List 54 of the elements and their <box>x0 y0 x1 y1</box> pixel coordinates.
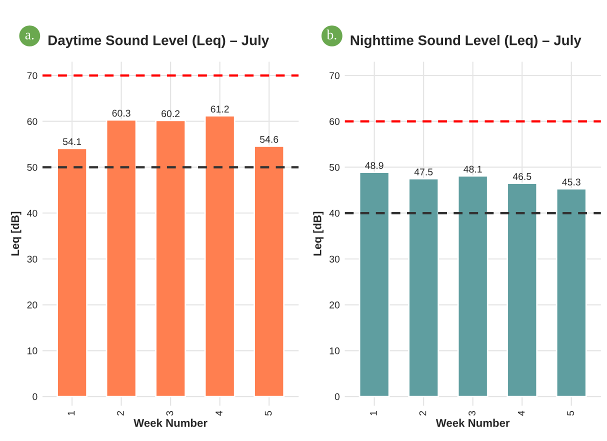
x-tick-label: 1 <box>68 411 75 416</box>
y-axis-title: Leq [dB] <box>10 212 22 256</box>
data-label: 45.3 <box>562 178 580 186</box>
y-tick-label: 10 <box>28 347 38 354</box>
x-tick-label: 2 <box>419 411 426 416</box>
y-tick-label: 60 <box>330 118 340 125</box>
x-tick-label: 3 <box>166 411 174 416</box>
data-label: 60.2 <box>162 110 180 118</box>
bar <box>204 115 236 398</box>
bar <box>56 148 88 398</box>
x-tick-label: 4 <box>216 410 222 416</box>
bar <box>506 182 538 398</box>
chart-title: Daytime Sound Level (Leq) – July <box>48 35 270 48</box>
bar <box>106 119 137 398</box>
y-tick-label: 50 <box>27 164 38 171</box>
y-tick-label: 70 <box>27 72 38 80</box>
text: b. <box>326 30 336 40</box>
x-tick-label: 2 <box>117 411 124 416</box>
data-label: 47.5 <box>414 168 433 176</box>
x-axis-title: Week Number <box>134 418 208 427</box>
x-tick-label: 5 <box>264 410 272 416</box>
data-label: 48.1 <box>464 166 482 173</box>
chart-title: Nighttime Sound Level (Leq) – July <box>350 35 582 48</box>
x-tick-label: 4 <box>518 410 525 416</box>
y-tick-label: 50 <box>329 164 340 171</box>
data-label: 54.1 <box>62 138 82 146</box>
y-tick-label: 40 <box>329 210 340 217</box>
bar <box>358 172 390 398</box>
bar <box>408 178 440 398</box>
y-tick-label: 40 <box>27 210 38 217</box>
y-tick-label: 60 <box>27 118 38 125</box>
y-axis-title: Leq [dB] <box>313 212 324 256</box>
data-label: 61.2 <box>210 106 229 113</box>
y-tick-label: 30 <box>27 256 38 263</box>
data-label: 46.5 <box>512 173 532 180</box>
x-tick-label: 1 <box>370 411 377 416</box>
data-label: 48.9 <box>365 162 384 169</box>
y-tick-label: 0 <box>334 393 340 400</box>
x-tick-label: 5 <box>567 410 574 416</box>
y-tick-label: 20 <box>330 302 340 308</box>
bar <box>556 188 587 398</box>
y-tick-label: 70 <box>330 72 340 80</box>
text: a. <box>25 32 34 40</box>
bar <box>155 120 186 398</box>
y-tick-label: 30 <box>329 256 340 263</box>
y-tick-label: 0 <box>32 393 38 400</box>
y-tick-label: 10 <box>330 347 340 354</box>
x-axis-title: Week Number <box>436 418 510 427</box>
bar <box>254 145 285 398</box>
data-label: 54.6 <box>260 136 278 143</box>
x-tick-label: 3 <box>468 411 476 416</box>
bar <box>457 175 488 398</box>
y-tick-label: 20 <box>27 302 38 308</box>
data-label: 60.3 <box>112 110 130 117</box>
